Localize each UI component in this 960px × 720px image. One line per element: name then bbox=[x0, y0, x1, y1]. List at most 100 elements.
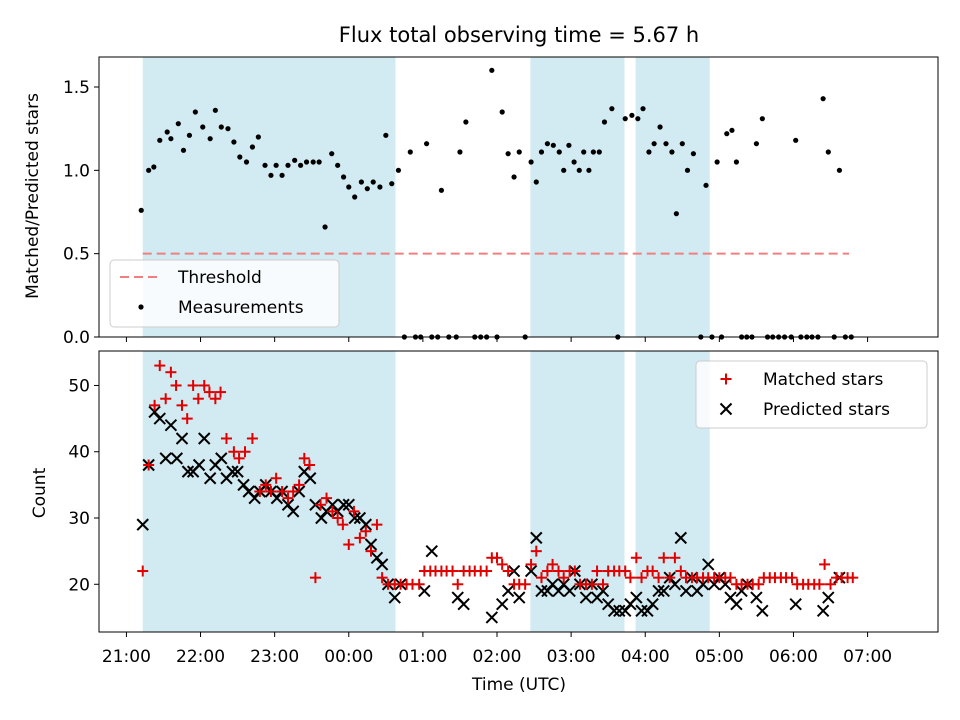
predicted-star-marker bbox=[337, 498, 350, 511]
measurement-point bbox=[262, 162, 268, 168]
matched-star-marker bbox=[246, 432, 258, 444]
matched-star-marker bbox=[558, 572, 570, 584]
measurement-point bbox=[255, 134, 261, 140]
matched-star-marker bbox=[192, 393, 204, 405]
matched-star-marker bbox=[413, 578, 425, 590]
predicted-star-marker bbox=[702, 558, 715, 571]
predicted-star-marker bbox=[215, 452, 228, 465]
matched-star-marker bbox=[215, 386, 227, 398]
measurement-point bbox=[533, 179, 539, 185]
matched-star-marker bbox=[337, 519, 349, 531]
predicted-star-marker bbox=[237, 478, 250, 492]
count-y-ticks: 20 30 40 50 bbox=[68, 376, 99, 595]
ratio-y-ticks: 0.0 0.5 1.0 1.5 bbox=[63, 78, 99, 348]
predicted-star-marker bbox=[607, 604, 621, 617]
matched-star-marker bbox=[254, 486, 266, 497]
matched-star-marker bbox=[149, 399, 161, 411]
predicted-star-marker bbox=[457, 597, 470, 611]
cross-stroke bbox=[513, 591, 526, 604]
cross-stroke bbox=[315, 511, 328, 525]
predicted-star-marker bbox=[756, 604, 769, 617]
cross-stroke bbox=[630, 591, 643, 604]
y-tick-label: 1.0 bbox=[63, 161, 90, 181]
predicted-star-marker bbox=[364, 538, 378, 551]
predicted-star-marker bbox=[425, 544, 438, 558]
ratio-axes-frame bbox=[98, 56, 939, 338]
measurement-point bbox=[516, 149, 522, 155]
measurement-point bbox=[322, 224, 328, 230]
predicted-star-marker bbox=[304, 472, 317, 485]
cross-stroke bbox=[342, 498, 355, 511]
cross-stroke bbox=[451, 591, 464, 604]
measurement-point bbox=[759, 116, 765, 122]
cross-stroke bbox=[507, 564, 521, 578]
matched-star-marker bbox=[825, 578, 837, 590]
cross-stroke bbox=[181, 465, 195, 478]
measurement-point bbox=[231, 139, 237, 145]
predicted-star-marker bbox=[513, 591, 526, 604]
matched-star-marker bbox=[348, 505, 360, 517]
predicted-star-marker bbox=[596, 584, 610, 598]
predicted-star-marker bbox=[198, 432, 211, 445]
cross-stroke bbox=[286, 505, 300, 518]
cross-stroke bbox=[203, 472, 217, 485]
cross-stroke bbox=[652, 584, 665, 598]
matched-star-marker bbox=[525, 558, 537, 570]
measurement-point bbox=[180, 147, 187, 153]
matched-star-marker bbox=[165, 366, 177, 378]
measurement-point bbox=[635, 116, 641, 122]
cross-stroke bbox=[730, 597, 743, 611]
cross-stroke bbox=[148, 405, 161, 419]
predicted-star-marker bbox=[524, 564, 538, 578]
measurements-legend-marker bbox=[138, 304, 144, 310]
measurement-point bbox=[297, 162, 304, 168]
measurement-point bbox=[346, 184, 352, 190]
matched-star-marker bbox=[541, 565, 553, 577]
predicted-star-marker bbox=[270, 491, 284, 505]
measurement-point bbox=[186, 132, 193, 138]
cross-stroke bbox=[359, 518, 373, 531]
cross-stroke bbox=[231, 465, 244, 478]
predicted-star-marker bbox=[822, 591, 835, 604]
matched-star-marker bbox=[491, 552, 503, 564]
predicted-stars-legend-marker bbox=[719, 402, 733, 416]
matched-star-marker bbox=[343, 539, 355, 551]
measurement-point bbox=[646, 149, 652, 155]
cross-stroke bbox=[164, 419, 178, 432]
matched-star-marker bbox=[365, 545, 377, 557]
measurement-point bbox=[753, 141, 760, 147]
measurement-point bbox=[279, 172, 285, 178]
predicted-star-marker bbox=[485, 611, 499, 624]
predicted-star-marker bbox=[719, 578, 732, 591]
cross-stroke bbox=[546, 578, 559, 591]
cross-stroke bbox=[789, 597, 802, 611]
matched-star-marker bbox=[137, 565, 149, 577]
matched-star-marker bbox=[303, 459, 315, 471]
measurement-point bbox=[218, 124, 224, 130]
x-tick-label: 07:00 bbox=[843, 647, 892, 667]
cross-stroke bbox=[601, 597, 615, 611]
matched-star-marker bbox=[619, 565, 631, 577]
matched-star-marker bbox=[447, 565, 459, 577]
predicted-star-marker bbox=[181, 465, 195, 478]
predicted-star-marker bbox=[203, 472, 217, 485]
measurement-point bbox=[292, 157, 298, 163]
measurement-point bbox=[499, 109, 505, 115]
matched-star-marker bbox=[220, 432, 232, 444]
measurement-point bbox=[544, 141, 551, 147]
measurement-point bbox=[825, 149, 831, 155]
matched-star-marker bbox=[265, 486, 277, 497]
cross-stroke bbox=[192, 458, 206, 472]
measurement-point bbox=[316, 159, 322, 165]
predicted-star-marker bbox=[541, 584, 554, 598]
measurement-point bbox=[225, 126, 231, 132]
matched-star-marker bbox=[176, 399, 188, 411]
measurement-point bbox=[192, 109, 198, 115]
predicted-star-marker bbox=[348, 511, 361, 525]
measurement-points bbox=[138, 67, 854, 340]
measurement-point bbox=[609, 106, 615, 112]
x-tick-label: 22:00 bbox=[176, 647, 225, 667]
cross-stroke bbox=[226, 465, 239, 478]
predicted-star-marker bbox=[326, 498, 339, 511]
